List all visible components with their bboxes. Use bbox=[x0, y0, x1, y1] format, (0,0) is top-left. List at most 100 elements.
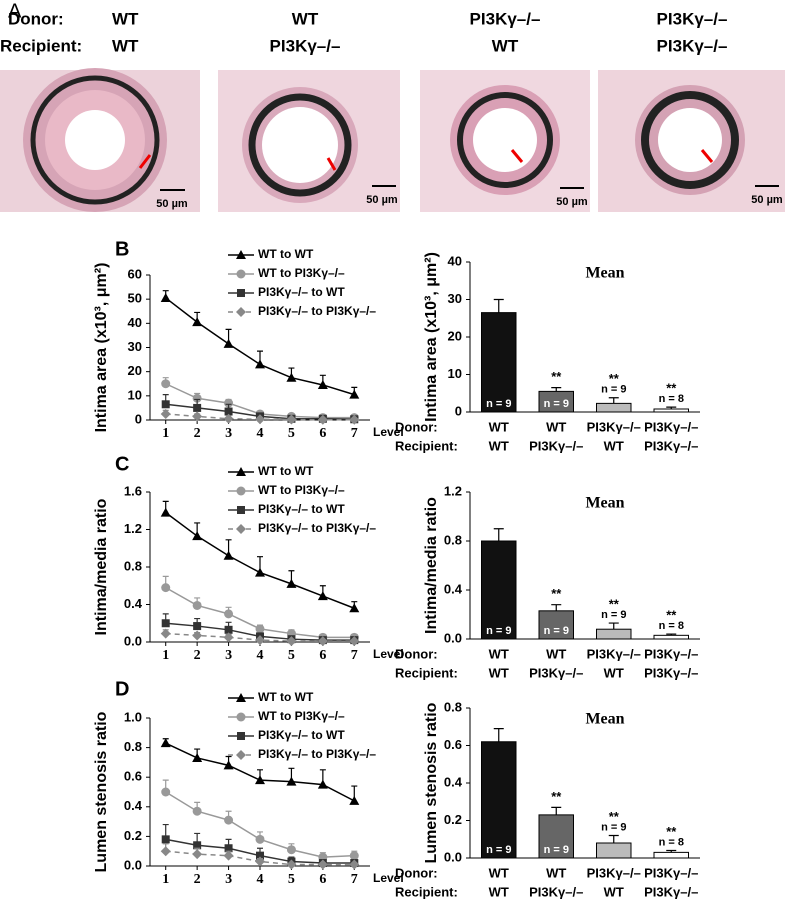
row-label: Recipient: bbox=[0, 36, 82, 55]
bar bbox=[654, 852, 689, 858]
bar bbox=[597, 403, 632, 412]
legend-marker bbox=[237, 270, 246, 279]
marker bbox=[192, 531, 202, 540]
x-tick-label: PI3Kγ–/– bbox=[587, 865, 641, 880]
x-tick-label: PI3Kγ–/– bbox=[644, 438, 698, 453]
x-tick-label: PI3Kγ–/– bbox=[587, 419, 641, 434]
legend-label: WT to PI3Kγ–/– bbox=[258, 709, 345, 723]
x-tick-label: 5 bbox=[288, 426, 295, 441]
legend-label: WT to PI3Kγ–/– bbox=[258, 483, 345, 497]
row-label: Donor: bbox=[395, 419, 438, 434]
x-tick-label: PI3Kγ–/– bbox=[644, 646, 698, 661]
x-tick-label: WT bbox=[604, 884, 624, 899]
chart-title: Mean bbox=[585, 265, 624, 282]
bar bbox=[654, 635, 689, 639]
y-tick-label: 0.8 bbox=[124, 558, 142, 573]
scale-bar-label: 50 µm bbox=[556, 196, 588, 208]
row-label: Recipient: bbox=[395, 884, 458, 899]
marker bbox=[286, 373, 296, 382]
marker bbox=[162, 835, 170, 843]
y-tick-label: 0 bbox=[455, 403, 462, 418]
y-tick-label: 30 bbox=[128, 339, 142, 354]
x-tick-label: WT bbox=[546, 646, 566, 661]
marker bbox=[349, 796, 359, 805]
marker bbox=[224, 609, 233, 618]
y-tick-label: 0.8 bbox=[444, 532, 462, 547]
y-tick-label: 40 bbox=[128, 315, 142, 330]
x-tick-label: 4 bbox=[257, 648, 264, 663]
error-bar bbox=[551, 388, 561, 392]
marker bbox=[224, 339, 234, 348]
donor-label: WT bbox=[292, 9, 319, 28]
y-tick-label: 0.6 bbox=[124, 769, 142, 784]
legend-marker bbox=[237, 732, 245, 740]
marker bbox=[255, 359, 265, 368]
x-tick-label: PI3Kγ–/– bbox=[529, 665, 583, 680]
y-axis-label: Intima area (x10³, μm²) bbox=[423, 252, 440, 422]
x-tick-label: 4 bbox=[257, 426, 264, 441]
legend-label: PI3Kγ–/– to WT bbox=[258, 502, 345, 516]
legend-label: PI3Kγ–/– to WT bbox=[258, 285, 345, 299]
x-tick-label: 5 bbox=[288, 648, 295, 663]
y-tick-label: 20 bbox=[448, 328, 462, 343]
legend-label: WT to WT bbox=[258, 247, 314, 261]
significance: ** bbox=[666, 381, 677, 396]
error-bar bbox=[494, 300, 504, 313]
marker bbox=[256, 624, 265, 633]
scale-bar-label: 50 µm bbox=[156, 198, 188, 210]
scale-bar-label: 50 µm bbox=[366, 194, 398, 206]
legend-label: WT to WT bbox=[258, 690, 314, 704]
y-axis-label: Intima/media ratio bbox=[93, 498, 110, 635]
x-tick-label: WT bbox=[489, 438, 509, 453]
y-tick-label: 0.0 bbox=[124, 857, 142, 872]
legend-label: PI3Kγ–/– to PI3Kγ–/– bbox=[258, 747, 376, 761]
marker bbox=[224, 551, 234, 560]
legend-label: WT to WT bbox=[258, 464, 314, 478]
recipient-label: WT bbox=[112, 36, 139, 55]
y-tick-label: 0.0 bbox=[124, 633, 142, 648]
x-tick-label: 2 bbox=[194, 648, 201, 663]
significance: ** bbox=[551, 369, 562, 384]
histology-image: 50 µm bbox=[218, 70, 400, 212]
n-label: n = 9 bbox=[486, 625, 511, 637]
legend-marker bbox=[236, 750, 246, 760]
marker bbox=[161, 629, 171, 639]
y-tick-label: 0.8 bbox=[124, 739, 142, 754]
y-axis-label: Intima area (x10³, μm²) bbox=[93, 263, 110, 433]
y-tick-label: 1.2 bbox=[124, 521, 142, 536]
n-label: n = 9 bbox=[486, 398, 511, 410]
marker bbox=[192, 630, 202, 640]
error-bar bbox=[609, 836, 619, 844]
error-bar bbox=[551, 807, 561, 815]
x-tick-label: WT bbox=[489, 665, 509, 680]
y-tick-label: 0.8 bbox=[444, 699, 462, 714]
histology-image: 50 µm bbox=[420, 70, 590, 212]
y-tick-label: 10 bbox=[448, 366, 462, 381]
donor-label: PI3Kγ–/– bbox=[470, 9, 541, 28]
marker bbox=[161, 738, 171, 747]
marker bbox=[318, 591, 328, 600]
x-tick-label: 3 bbox=[225, 426, 232, 441]
x-tick-label: 1 bbox=[162, 648, 169, 663]
x-tick-label: 7 bbox=[351, 648, 358, 663]
x-tick-label: 7 bbox=[351, 872, 358, 887]
panel-label: B bbox=[115, 238, 129, 260]
y-tick-label: 0 bbox=[135, 411, 142, 426]
chart-title: Mean bbox=[585, 495, 624, 512]
y-tick-label: 0.2 bbox=[124, 828, 142, 843]
y-tick-label: 0.4 bbox=[124, 596, 143, 611]
significance: ** bbox=[609, 371, 620, 386]
significance: ** bbox=[551, 789, 562, 804]
recipient-label: PI3Kγ–/– bbox=[657, 36, 728, 55]
legend-label: WT to PI3Kγ–/– bbox=[258, 266, 345, 280]
y-tick-label: 30 bbox=[448, 291, 462, 306]
marker bbox=[161, 846, 171, 856]
y-tick-label: 1.6 bbox=[124, 483, 142, 498]
marker bbox=[193, 601, 202, 610]
x-tick-label: WT bbox=[604, 438, 624, 453]
marker bbox=[255, 568, 265, 577]
marker bbox=[192, 849, 202, 859]
marker bbox=[161, 508, 171, 517]
legend-label: PI3Kγ–/– to PI3Kγ–/– bbox=[258, 521, 376, 535]
x-tick-label: 3 bbox=[225, 872, 232, 887]
